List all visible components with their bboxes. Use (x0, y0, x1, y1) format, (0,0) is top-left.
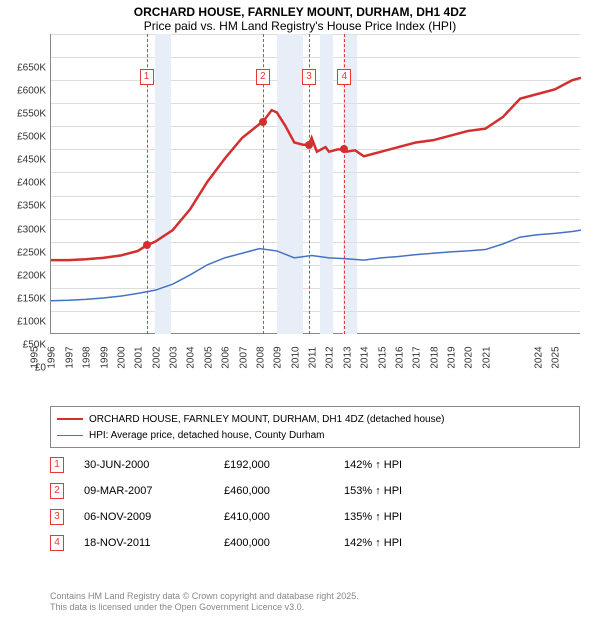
footer-line-1: Contains HM Land Registry data © Crown c… (50, 591, 359, 603)
y-axis-label: £550K (0, 109, 46, 120)
event-number-box: 2 (50, 483, 64, 499)
y-axis-label: £200K (0, 270, 46, 281)
event-marker-box: 4 (337, 69, 351, 85)
event-dot (305, 141, 313, 149)
title-line-1: ORCHARD HOUSE, FARNLEY MOUNT, DURHAM, DH… (0, 5, 600, 19)
y-axis-label: £500K (0, 132, 46, 143)
y-axis-label: £350K (0, 201, 46, 212)
event-row: 4 18-NOV-2011 £400,000 142% ↑ HPI (50, 530, 580, 556)
event-dot (143, 241, 151, 249)
event-marker-box: 2 (256, 69, 270, 85)
event-table: 1 30-JUN-2000 £192,000 142% ↑ HPI 2 09-MAR-20… (50, 452, 580, 556)
x-axis-label: 2025 (556, 336, 586, 347)
event-marker-box: 1 (140, 69, 154, 85)
event-date: 09-MAR-2007 (84, 485, 204, 497)
legend-swatch (57, 418, 83, 420)
y-axis-label: £100K (0, 316, 46, 327)
y-axis-label: £650K (0, 63, 46, 74)
chart-container: 1234 £0£50K£100K£150K£200K£250K£300K£350… (0, 34, 600, 374)
title-line-2: Price paid vs. HM Land Registry's House … (0, 19, 600, 33)
event-date: 18-NOV-2011 (84, 537, 204, 549)
event-date: 06-NOV-2009 (84, 511, 204, 523)
legend-row: ORCHARD HOUSE, FARNLEY MOUNT, DURHAM, DH… (57, 411, 573, 427)
event-price: £460,000 (224, 485, 324, 497)
event-pct: 142% ↑ HPI (344, 459, 464, 471)
footer-line-2: This data is licensed under the Open Gov… (50, 602, 359, 614)
event-pct: 135% ↑ HPI (344, 511, 464, 523)
event-marker-box: 3 (302, 69, 316, 85)
x-axis-label: 2021 (487, 336, 517, 347)
event-date: 30-JUN-2000 (84, 459, 204, 471)
footer-attribution: Contains HM Land Registry data © Crown c… (50, 591, 359, 614)
legend-label: HPI: Average price, detached house, Coun… (89, 430, 325, 441)
event-number-box: 4 (50, 535, 64, 551)
y-axis-label: £250K (0, 247, 46, 258)
legend-label: ORCHARD HOUSE, FARNLEY MOUNT, DURHAM, DH… (89, 414, 444, 425)
legend: ORCHARD HOUSE, FARNLEY MOUNT, DURHAM, DH… (50, 406, 580, 448)
y-axis-label: £150K (0, 293, 46, 304)
y-axis-label: £300K (0, 224, 46, 235)
event-row: 2 09-MAR-2007 £460,000 153% ↑ HPI (50, 478, 580, 504)
event-number-box: 3 (50, 509, 64, 525)
event-row: 3 06-NOV-2009 £410,000 135% ↑ HPI (50, 504, 580, 530)
event-price: £192,000 (224, 459, 324, 471)
legend-swatch (57, 435, 83, 436)
event-dot (259, 118, 267, 126)
series-line (51, 78, 581, 260)
event-pct: 153% ↑ HPI (344, 485, 464, 497)
legend-row: HPI: Average price, detached house, Coun… (57, 427, 573, 443)
event-pct: 142% ↑ HPI (344, 537, 464, 549)
event-dot (340, 145, 348, 153)
event-price: £410,000 (224, 511, 324, 523)
series-line (51, 230, 581, 301)
plot-area: 1 2 3 4 (50, 34, 580, 334)
event-row: 1 30-JUN-2000 £192,000 142% ↑ HPI (50, 452, 580, 478)
y-axis-label: £400K (0, 178, 46, 189)
y-axis-label: £600K (0, 86, 46, 97)
y-axis-label: £450K (0, 155, 46, 166)
event-price: £400,000 (224, 537, 324, 549)
event-number-box: 1 (50, 457, 64, 473)
chart-title-block: ORCHARD HOUSE, FARNLEY MOUNT, DURHAM, DH… (0, 0, 600, 35)
